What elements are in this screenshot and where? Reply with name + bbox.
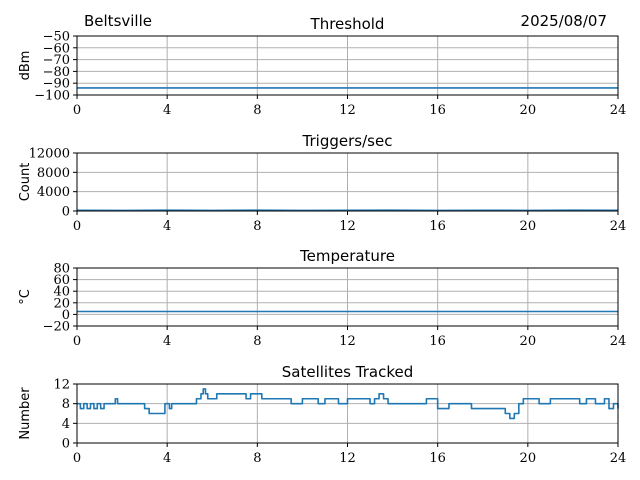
panel-4-ytick-label-3: 12	[53, 378, 70, 393]
panel-1-xtick-label-2: 8	[253, 103, 261, 118]
panel-3-xtick-label-1: 4	[163, 334, 171, 349]
panel-1-xtick-label-5: 20	[520, 103, 537, 118]
panel-4-ytick-label-0: 0	[62, 437, 70, 452]
panel-1-ylabel: dBm	[18, 51, 33, 81]
panel-2-ytick-label-2: 8000	[37, 166, 70, 181]
panel-3-ytick-label-4: 60	[53, 273, 70, 288]
panel-3-ytick-label-5: 80	[53, 262, 70, 277]
panel-1-xtick-label-6: 24	[610, 103, 627, 118]
panel-2-ytick-label-1: 4000	[37, 185, 70, 200]
panel-1-ytick-label-5: −100	[34, 89, 70, 104]
panel-1-xtick-label-1: 4	[163, 103, 171, 118]
panel-1-ytick-label-0: −50	[43, 30, 70, 45]
panel-2-ytick-label-3: 12000	[29, 147, 70, 162]
station-name: Beltsville	[84, 12, 152, 30]
panel-4-title: Satellites Tracked	[282, 363, 413, 381]
panel-2-ytick-label-0: 0	[62, 205, 70, 220]
panel-2-ylabel: Count	[18, 163, 33, 202]
panel-4-series-line-0	[77, 388, 619, 420]
panel-4-xtick-label-3: 12	[339, 451, 356, 466]
panel-2-xtick-label-4: 16	[429, 219, 446, 234]
panel-1-ytick-label-2: −70	[43, 53, 70, 68]
panel-4-xtick-label-1: 4	[163, 451, 171, 466]
panel-2-xtick-label-0: 0	[73, 219, 81, 234]
panel-2-xtick-label-5: 20	[520, 219, 537, 234]
panel-4-ylabel: Number	[18, 387, 33, 440]
panel-4-ytick-label-1: 4	[62, 417, 70, 432]
panel-4-xtick-label-6: 24	[610, 451, 627, 466]
panel-3-title: Temperature	[299, 247, 395, 265]
panel-3-xtick-label-4: 16	[429, 334, 446, 349]
panel-3-ytick-label-1: 0	[62, 308, 70, 323]
panel-4-xtick-label-4: 16	[429, 451, 446, 466]
panel-2-xtick-label-3: 12	[339, 219, 356, 234]
panel-4-xtick-label-5: 20	[520, 451, 537, 466]
panel-1-ytick-label-4: −90	[43, 77, 70, 92]
panel-4-ytick-label-2: 8	[62, 397, 70, 412]
panel-3-xtick-label-6: 24	[610, 334, 627, 349]
panel-3-xtick-label-3: 12	[339, 334, 356, 349]
panel-3-ytick-label-2: 20	[53, 296, 70, 311]
panel-2-xtick-label-2: 8	[253, 219, 261, 234]
panel-4-xtick-label-0: 0	[73, 451, 81, 466]
panel-3-ytick-label-3: 40	[53, 285, 70, 300]
panel-3-xtick-label-0: 0	[73, 334, 81, 349]
panel-1-ytick-label-1: −60	[43, 41, 70, 56]
date-label: 2025/08/07	[520, 12, 607, 30]
panel-1-xtick-label-4: 16	[429, 103, 446, 118]
panel-1-ytick-label-3: −80	[43, 65, 70, 80]
panel-4-xtick-label-2: 8	[253, 451, 261, 466]
panel-3-ylabel: °C	[18, 289, 33, 305]
panel-3-ytick-label-0: −20	[43, 320, 70, 335]
panel-3-xtick-label-5: 20	[520, 334, 537, 349]
panel-2-xtick-label-1: 4	[163, 219, 171, 234]
panel-2-xtick-label-6: 24	[610, 219, 627, 234]
panel-2-title: Triggers/sec	[302, 132, 393, 150]
panel-1-xtick-label-3: 12	[339, 103, 356, 118]
panel-1-title: Threshold	[310, 15, 385, 33]
panel-3-xtick-label-2: 8	[253, 334, 261, 349]
panel-1-xtick-label-0: 0	[73, 103, 81, 118]
